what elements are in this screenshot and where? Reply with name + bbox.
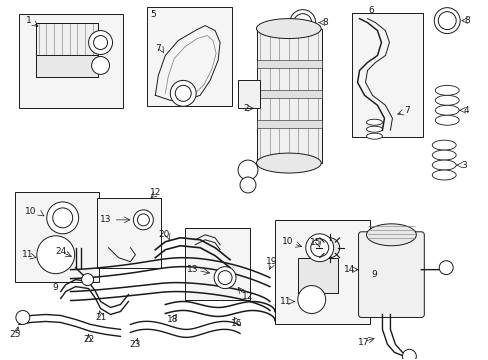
Ellipse shape bbox=[366, 119, 382, 125]
Bar bbox=[36, 55, 98, 77]
Bar bbox=[185, 228, 249, 300]
Bar bbox=[256, 28, 321, 163]
Text: 21: 21 bbox=[95, 313, 106, 322]
Text: 5: 5 bbox=[150, 10, 156, 19]
Ellipse shape bbox=[366, 133, 382, 139]
Circle shape bbox=[305, 234, 333, 262]
Text: 18: 18 bbox=[166, 315, 178, 324]
Circle shape bbox=[293, 14, 311, 32]
Text: 7: 7 bbox=[404, 106, 409, 115]
Text: 15: 15 bbox=[309, 238, 321, 247]
Bar bbox=[256, 120, 321, 128]
Ellipse shape bbox=[431, 170, 455, 180]
Circle shape bbox=[91, 57, 109, 75]
Circle shape bbox=[218, 271, 232, 285]
Ellipse shape bbox=[256, 153, 321, 173]
Bar bbox=[19, 14, 123, 108]
Text: 8: 8 bbox=[322, 18, 328, 27]
Ellipse shape bbox=[366, 224, 415, 246]
Text: 11: 11 bbox=[22, 250, 34, 259]
Text: 9: 9 bbox=[53, 283, 59, 292]
Bar bbox=[274, 220, 369, 324]
Text: 12: 12 bbox=[242, 292, 253, 301]
Circle shape bbox=[175, 85, 191, 101]
Circle shape bbox=[16, 310, 30, 324]
Text: 20: 20 bbox=[158, 230, 170, 239]
Circle shape bbox=[214, 267, 236, 289]
Ellipse shape bbox=[431, 150, 455, 160]
Bar bbox=[256, 90, 321, 98]
Circle shape bbox=[47, 202, 79, 234]
Circle shape bbox=[88, 31, 112, 54]
Ellipse shape bbox=[431, 160, 455, 170]
Bar bbox=[147, 7, 232, 106]
Circle shape bbox=[238, 160, 258, 180]
Text: 17: 17 bbox=[357, 338, 368, 347]
Bar bbox=[238, 80, 260, 108]
Text: 8: 8 bbox=[463, 16, 469, 25]
Circle shape bbox=[310, 239, 328, 257]
Text: 12: 12 bbox=[149, 188, 161, 197]
Circle shape bbox=[402, 349, 415, 360]
Text: 25: 25 bbox=[9, 330, 20, 339]
Ellipse shape bbox=[434, 95, 458, 105]
Circle shape bbox=[319, 238, 339, 258]
Text: 7: 7 bbox=[155, 44, 161, 53]
Circle shape bbox=[433, 8, 459, 33]
Circle shape bbox=[170, 80, 196, 106]
Circle shape bbox=[297, 285, 325, 314]
Ellipse shape bbox=[256, 19, 321, 39]
Ellipse shape bbox=[434, 115, 458, 125]
Circle shape bbox=[81, 274, 93, 285]
Bar bbox=[96, 198, 161, 268]
Bar bbox=[256, 60, 321, 68]
Text: 13: 13 bbox=[187, 265, 199, 274]
Circle shape bbox=[37, 236, 75, 274]
Circle shape bbox=[53, 208, 73, 228]
Text: 10: 10 bbox=[25, 207, 37, 216]
Bar bbox=[15, 192, 99, 282]
Ellipse shape bbox=[366, 126, 382, 132]
Text: 2: 2 bbox=[243, 104, 248, 113]
Text: 16: 16 bbox=[231, 319, 242, 328]
Circle shape bbox=[137, 214, 149, 226]
Text: 1: 1 bbox=[26, 16, 32, 25]
Ellipse shape bbox=[431, 140, 455, 150]
Text: 14: 14 bbox=[343, 265, 355, 274]
Text: 23: 23 bbox=[129, 340, 141, 349]
Circle shape bbox=[133, 210, 153, 230]
Text: 4: 4 bbox=[462, 106, 468, 115]
Text: 19: 19 bbox=[265, 257, 277, 266]
Circle shape bbox=[437, 12, 455, 30]
FancyBboxPatch shape bbox=[358, 232, 424, 318]
Circle shape bbox=[93, 36, 107, 50]
Circle shape bbox=[289, 10, 315, 36]
Ellipse shape bbox=[434, 85, 458, 95]
Text: 11: 11 bbox=[280, 297, 291, 306]
Text: 13: 13 bbox=[100, 215, 111, 224]
Text: 3: 3 bbox=[460, 161, 466, 170]
Text: 24: 24 bbox=[55, 247, 66, 256]
Bar bbox=[297, 258, 337, 293]
Ellipse shape bbox=[434, 105, 458, 115]
Circle shape bbox=[240, 177, 255, 193]
Bar bbox=[351, 13, 423, 137]
Circle shape bbox=[438, 261, 452, 275]
Text: 22: 22 bbox=[83, 335, 94, 344]
Text: 10: 10 bbox=[282, 237, 293, 246]
Bar bbox=[36, 23, 98, 77]
Text: 6: 6 bbox=[368, 6, 374, 15]
Text: 9: 9 bbox=[371, 270, 377, 279]
